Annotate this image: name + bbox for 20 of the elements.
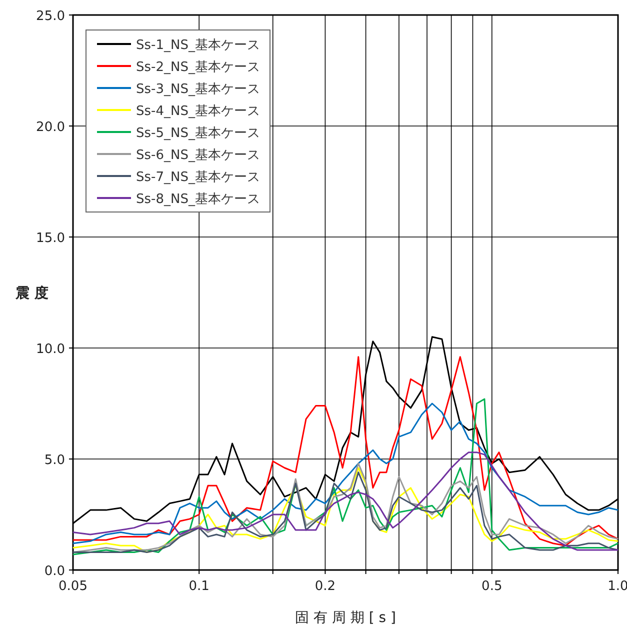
x-tick-label: 0.5 — [482, 579, 502, 594]
x-tick-label: 0.05 — [58, 579, 88, 594]
legend-label: Ss-3_NS_基本ケース — [136, 82, 260, 97]
y-tick-label: 25.0 — [36, 9, 65, 24]
legend-label: Ss-4_NS_基本ケース — [136, 104, 260, 119]
y-tick-label: 10.0 — [36, 342, 65, 357]
y-tick-label: 20.0 — [36, 120, 65, 135]
legend-label: Ss-2_NS_基本ケース — [136, 60, 260, 75]
y-axis-title: 震 度 — [14, 284, 48, 302]
x-axis-title: 固 有 周 期 [ s ] — [295, 610, 396, 626]
x-tick-label: 0.1 — [188, 579, 210, 594]
legend-label: Ss-6_NS_基本ケース — [136, 148, 260, 163]
legend-label: Ss-5_NS_基本ケース — [136, 126, 260, 141]
x-tick-label: 0.2 — [314, 579, 336, 594]
y-tick-label: 0.0 — [44, 564, 65, 579]
legend-label: Ss-8_NS_基本ケース — [136, 192, 260, 207]
legend-label: Ss-7_NS_基本ケース — [136, 170, 260, 185]
y-tick-label: 15.0 — [36, 231, 65, 246]
legend-label: Ss-1_NS_基本ケース — [136, 38, 260, 53]
y-tick-label: 5.0 — [44, 453, 65, 468]
